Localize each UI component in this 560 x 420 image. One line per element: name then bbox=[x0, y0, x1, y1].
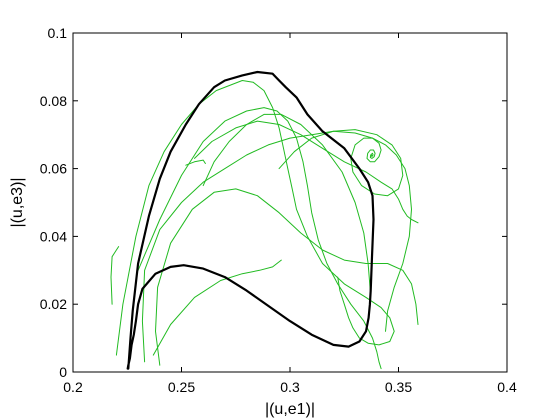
y-axis-title: |(u,e3)| bbox=[9, 177, 26, 227]
series-line-green bbox=[141, 130, 412, 363]
series-line-green bbox=[155, 188, 419, 366]
x-tick-label: 0.2 bbox=[63, 379, 83, 395]
series-line-green bbox=[278, 129, 404, 197]
x-tick-label: 0.3 bbox=[280, 379, 300, 395]
x-tick-label: 0.4 bbox=[497, 379, 517, 395]
x-tick-label: 0.25 bbox=[168, 379, 195, 395]
series-line-green bbox=[137, 107, 382, 370]
ticks-layer: 0.2 0.25 0.3 0.35 0.4 0 0.02 0.04 0.06 0.08 0.1 bbox=[40, 25, 517, 395]
x-axis-title: |(u,e1)| bbox=[265, 401, 315, 418]
series-line-green bbox=[110, 246, 120, 305]
series-layer bbox=[110, 70, 419, 370]
y-tick-label: 0.08 bbox=[40, 93, 67, 109]
series-line-green bbox=[185, 159, 206, 166]
series-line-black bbox=[126, 70, 375, 370]
x-tick-label: 0.35 bbox=[385, 379, 412, 395]
series-line-green bbox=[115, 80, 395, 356]
y-tick-label: 0.02 bbox=[40, 296, 67, 312]
y-tick-label: 0.1 bbox=[48, 25, 68, 41]
y-tick-label: 0.04 bbox=[40, 228, 67, 244]
series-line-green bbox=[152, 259, 282, 356]
series-line-green bbox=[194, 120, 419, 224]
series-line-green bbox=[202, 113, 371, 292]
y-tick-label: 0.06 bbox=[40, 161, 67, 177]
y-tick-label: 0 bbox=[59, 364, 67, 380]
